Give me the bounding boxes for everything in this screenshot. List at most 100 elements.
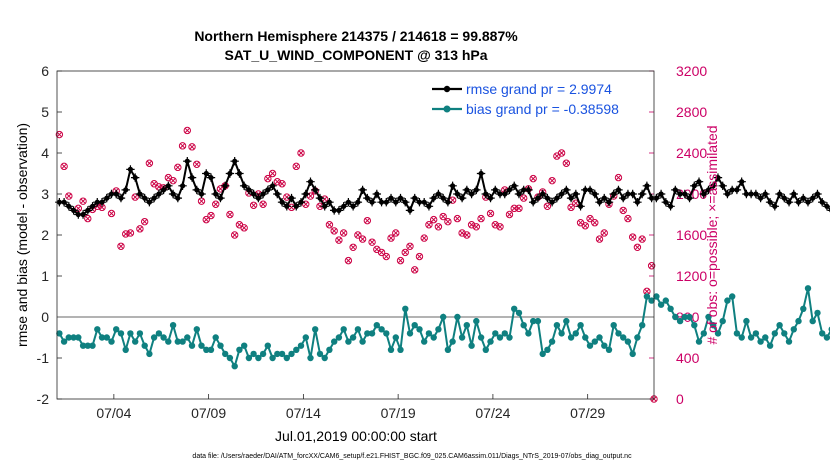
obs-possible-circle	[169, 176, 177, 185]
obs-possible-circle	[193, 160, 201, 168]
obs-marker	[188, 143, 196, 151]
rmse-point-star	[112, 189, 121, 199]
rmse-point-star	[590, 189, 599, 199]
obs-possible-circle	[79, 197, 87, 205]
rmse-point-star	[97, 198, 107, 207]
obs-assimilated-cross	[80, 198, 86, 204]
bias-point	[819, 330, 826, 337]
rmse-point-star	[491, 185, 500, 195]
obs-possible-circle	[628, 233, 637, 241]
rmse-point-star	[557, 189, 566, 199]
rmse-point-star	[363, 193, 372, 203]
obs-possible-circle	[212, 200, 220, 208]
obs-assimilated-cross	[66, 193, 72, 199]
obs-assimilated-cross	[265, 175, 271, 182]
obs-assimilated-cross	[203, 216, 210, 223]
bias-point	[60, 338, 68, 345]
rmse-point-star	[221, 181, 230, 190]
bias-point	[506, 334, 513, 341]
bias-point	[738, 334, 745, 341]
y-tick-label: 3	[41, 186, 49, 202]
footnote: data file: /Users/raeder/DAI/ATM_forcXX/…	[192, 453, 632, 460]
rmse-point-star	[206, 173, 216, 182]
y-right-tick-label: 2400	[676, 145, 707, 161]
obs-marker	[453, 214, 462, 223]
obs-marker	[377, 248, 386, 257]
obs-marker	[439, 212, 447, 221]
obs-assimilated-cross	[298, 150, 304, 156]
bias-point	[169, 322, 177, 329]
rmse-point-star	[500, 189, 509, 199]
bias-point	[392, 334, 399, 341]
obs-possible-circle	[633, 243, 642, 252]
rmse-series	[55, 157, 830, 219]
bias-point	[56, 330, 63, 337]
y-tick-label: -1	[37, 350, 50, 366]
obs-marker	[183, 126, 191, 135]
rmse-point-star	[704, 185, 713, 195]
bias-point	[487, 338, 494, 345]
obs-possible-circle	[145, 159, 154, 167]
rmse-point-star	[311, 185, 320, 195]
obs-possible-circle	[335, 236, 343, 244]
bias-point	[567, 334, 575, 341]
obs-marker	[472, 223, 481, 231]
obs-assimilated-cross	[383, 253, 390, 260]
obs-possible-circle	[136, 225, 144, 233]
bias-point	[800, 305, 807, 312]
obs-assimilated-cross	[544, 203, 551, 210]
obs-possible-circle	[600, 229, 608, 237]
bias-point	[823, 334, 830, 341]
obs-marker	[562, 159, 571, 167]
bias-point	[454, 313, 461, 321]
obs-assimilated-cross	[260, 201, 266, 208]
rmse-point-star	[713, 173, 723, 182]
obs-assimilated-cross	[568, 204, 574, 211]
obs-assimilated-cross	[279, 180, 285, 187]
obs-marker	[567, 203, 575, 212]
rmse-point-star	[301, 189, 310, 199]
obs-marker	[463, 231, 471, 239]
bias-point	[150, 334, 158, 341]
bias-point	[444, 346, 452, 353]
x-axis-label: Jul.01,2019 00:00:00 start	[275, 428, 437, 444]
obs-possible-circle	[396, 256, 405, 265]
rmse-point-star	[239, 181, 249, 190]
obs-assimilated-cross	[231, 232, 238, 238]
rmse-point-star	[770, 202, 780, 211]
bias-point	[378, 326, 385, 333]
bias-point	[634, 334, 641, 341]
obs-marker	[529, 174, 537, 183]
rmse-point-star	[666, 202, 675, 211]
obs-marker	[178, 142, 187, 150]
obs-possible-circle	[638, 235, 646, 243]
bias-point	[132, 338, 139, 345]
bias-point	[553, 322, 561, 329]
y-tick-label: 6	[41, 63, 49, 79]
rmse-point-star	[595, 198, 604, 207]
y-tick-label: 5	[41, 104, 49, 120]
rmse-point-star	[652, 193, 661, 203]
obs-possible-circle	[131, 193, 139, 201]
obs-marker	[292, 162, 300, 171]
rmse-point-star	[292, 202, 301, 211]
obs-assimilated-cross	[137, 226, 143, 232]
plot-frame	[56, 70, 655, 400]
obs-marker	[624, 214, 632, 223]
rmse-point-star	[225, 169, 235, 178]
bias-point	[511, 305, 518, 312]
rmse-point-star	[799, 193, 808, 203]
rmse-point-star	[453, 189, 462, 199]
obs-possible-circle	[472, 223, 481, 231]
bias-point	[672, 313, 679, 321]
obs-possible-circle	[425, 221, 433, 229]
obs-marker	[420, 234, 428, 242]
obs-assimilated-cross	[189, 144, 195, 150]
obs-marker	[382, 252, 390, 261]
obs-possible-circle	[510, 204, 518, 213]
bias-point	[520, 322, 527, 329]
bias-point	[762, 334, 769, 341]
obs-marker	[614, 173, 623, 182]
y-tick-label: -2	[37, 391, 50, 407]
rmse-point-star	[334, 206, 344, 215]
